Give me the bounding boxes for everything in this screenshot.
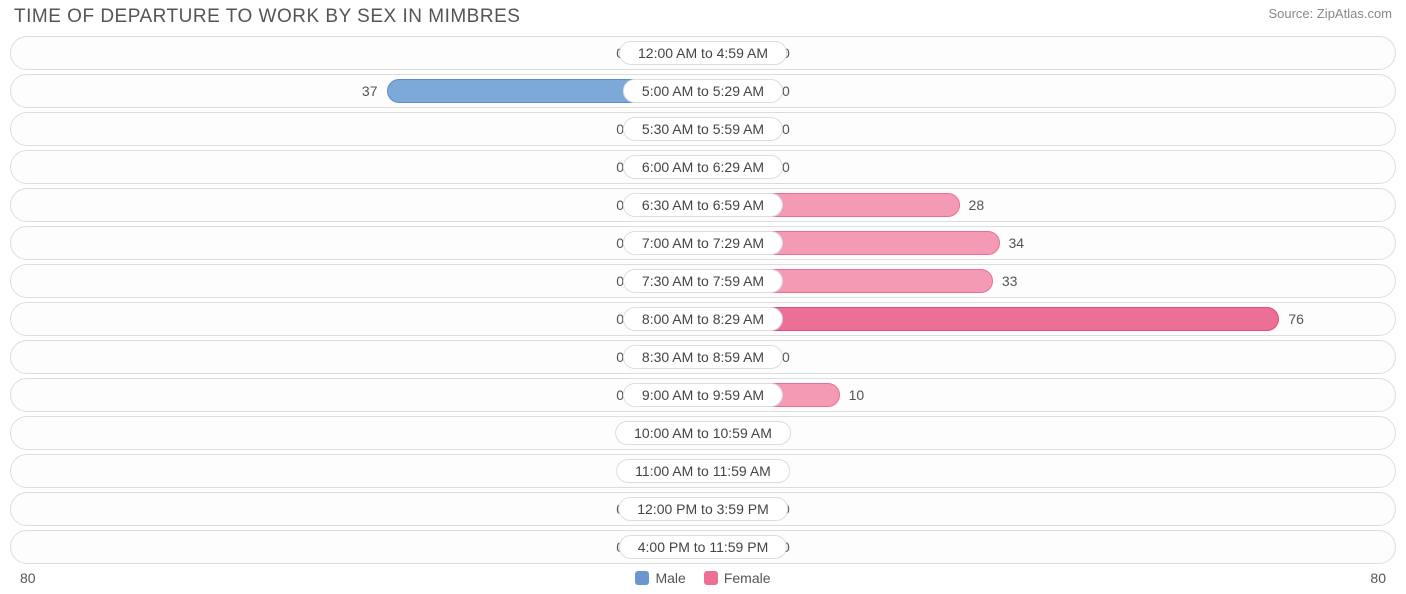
- chart-row: 0012:00 AM to 4:59 AM: [10, 36, 1396, 70]
- axis-label-left: 80: [20, 570, 36, 586]
- chart-footer: 80 Male Female 80: [0, 568, 1406, 592]
- legend-swatch: [704, 571, 718, 585]
- legend-swatch: [635, 571, 649, 585]
- female-value: 0: [782, 159, 790, 175]
- female-value: 33: [1002, 273, 1018, 289]
- female-value: 0: [782, 349, 790, 365]
- chart-title: TIME OF DEPARTURE TO WORK BY SEX IN MIMB…: [14, 6, 520, 28]
- chart-row: 008:30 AM to 8:59 AM: [10, 340, 1396, 374]
- chart-rows: 0012:00 AM to 4:59 AM3705:00 AM to 5:29 …: [0, 36, 1406, 564]
- chart-legend: Male Female: [635, 570, 770, 586]
- chart-row: 004:00 PM to 11:59 PM: [10, 530, 1396, 564]
- chart-source: Source: ZipAtlas.com: [1268, 6, 1392, 21]
- row-label: 12:00 AM to 4:59 AM: [619, 41, 787, 65]
- female-value: 76: [1288, 311, 1304, 327]
- female-value: 34: [1009, 235, 1025, 251]
- female-value: 10: [849, 387, 865, 403]
- axis-label-right: 80: [1370, 570, 1386, 586]
- male-value: 37: [362, 83, 378, 99]
- row-label: 6:30 AM to 6:59 AM: [623, 193, 783, 217]
- row-label: 9:00 AM to 9:59 AM: [623, 383, 783, 407]
- row-label: 6:00 AM to 6:29 AM: [623, 155, 783, 179]
- row-label: 12:00 PM to 3:59 PM: [618, 497, 788, 521]
- chart-row: 006:00 AM to 6:29 AM: [10, 150, 1396, 184]
- chart-row: 0337:30 AM to 7:59 AM: [10, 264, 1396, 298]
- row-label: 11:00 AM to 11:59 AM: [616, 459, 790, 483]
- legend-item: Male: [635, 570, 685, 586]
- chart-row: 0109:00 AM to 9:59 AM: [10, 378, 1396, 412]
- chart-container: TIME OF DEPARTURE TO WORK BY SEX IN MIMB…: [0, 0, 1406, 592]
- female-value: 28: [969, 197, 985, 213]
- chart-row: 37 05:00 AM to 5:29 AM: [10, 74, 1396, 108]
- chart-row: 0347:00 AM to 7:29 AM: [10, 226, 1396, 260]
- chart-row: 0011:00 AM to 11:59 AM: [10, 454, 1396, 488]
- chart-row: 0012:00 PM to 3:59 PM: [10, 492, 1396, 526]
- legend-item: Female: [704, 570, 771, 586]
- row-label: 4:00 PM to 11:59 PM: [619, 535, 787, 559]
- row-label: 5:00 AM to 5:29 AM: [623, 79, 783, 103]
- female-value: 0: [782, 83, 790, 99]
- legend-label: Male: [655, 570, 685, 586]
- legend-label: Female: [724, 570, 771, 586]
- row-label: 7:30 AM to 7:59 AM: [623, 269, 783, 293]
- chart-row: 0286:30 AM to 6:59 AM: [10, 188, 1396, 222]
- row-label: 5:30 AM to 5:59 AM: [623, 117, 783, 141]
- chart-row: 005:30 AM to 5:59 AM: [10, 112, 1396, 146]
- chart-row: 0768:00 AM to 8:29 AM: [10, 302, 1396, 336]
- chart-row: 0010:00 AM to 10:59 AM: [10, 416, 1396, 450]
- female-value: 0: [782, 121, 790, 137]
- row-label: 7:00 AM to 7:29 AM: [623, 231, 783, 255]
- row-label: 10:00 AM to 10:59 AM: [615, 421, 791, 445]
- female-bar: [703, 307, 1279, 331]
- chart-header: TIME OF DEPARTURE TO WORK BY SEX IN MIMB…: [0, 0, 1406, 36]
- row-label: 8:30 AM to 8:59 AM: [623, 345, 783, 369]
- row-label: 8:00 AM to 8:29 AM: [623, 307, 783, 331]
